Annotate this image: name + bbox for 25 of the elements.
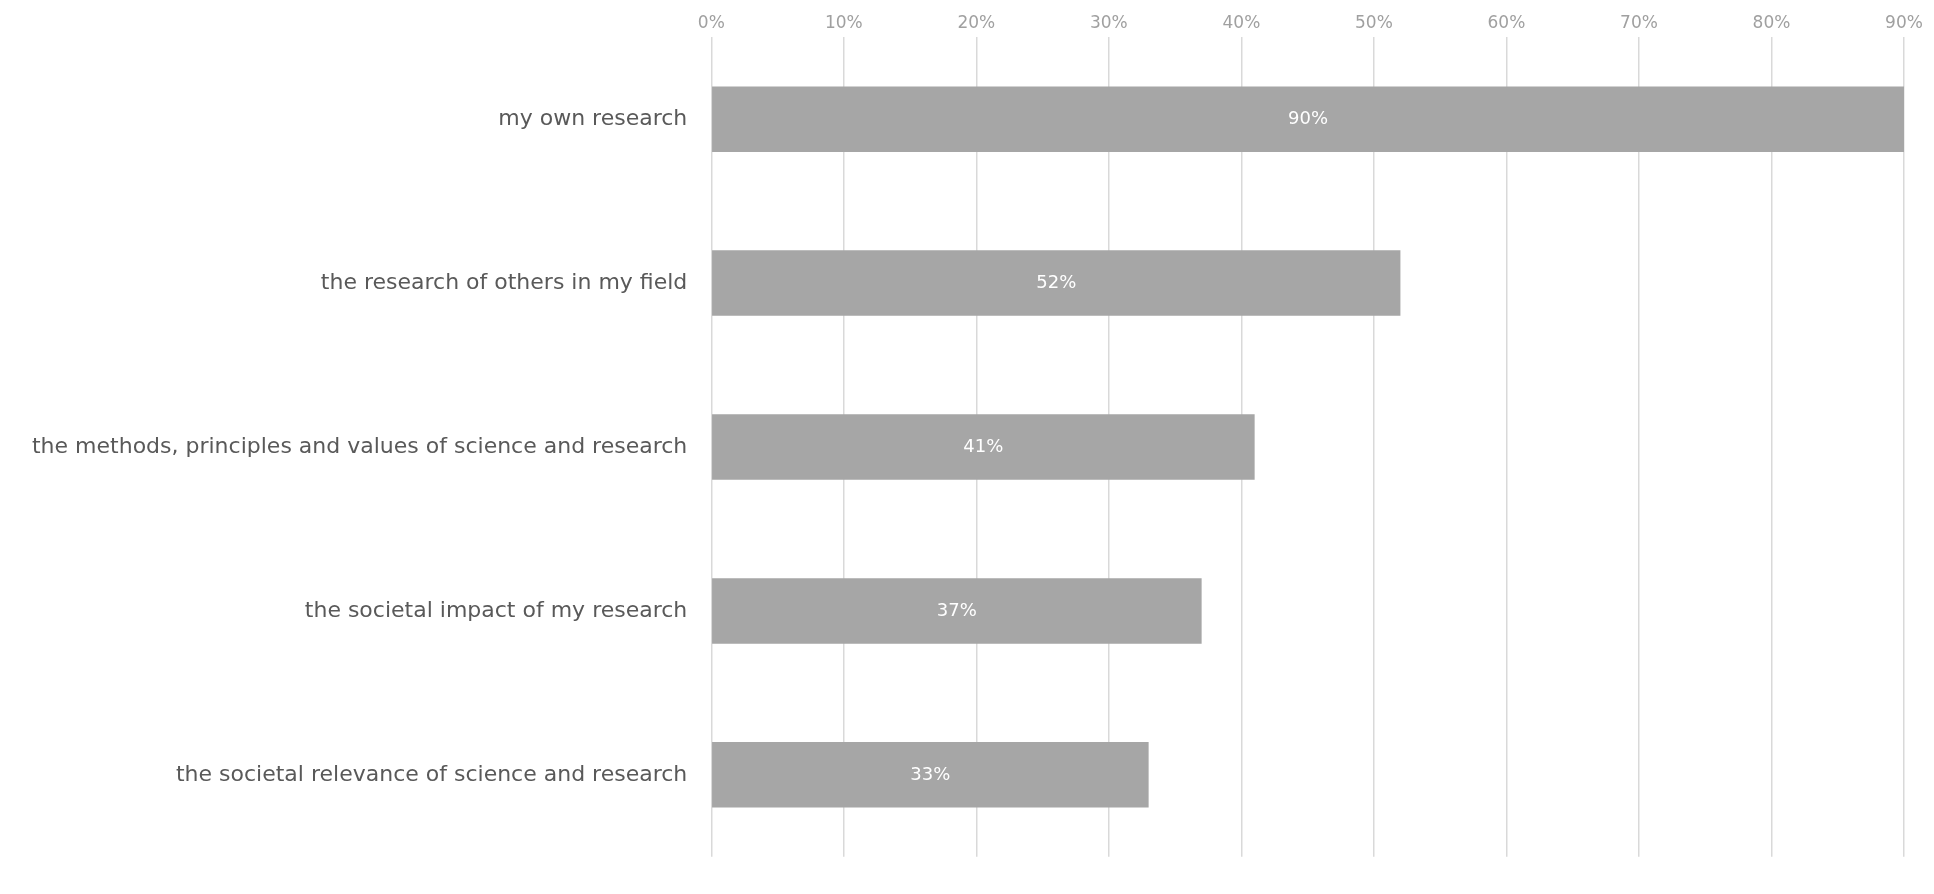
x-tick-label: 0% <box>697 12 725 33</box>
bar <box>712 578 1202 644</box>
x-tick-label: 40% <box>1222 12 1261 33</box>
bar <box>712 250 1401 316</box>
y-tick-label: the societal impact of my research <box>304 596 688 622</box>
x-tick-label: 70% <box>1620 12 1658 33</box>
y-tick-label: the research of others in my field <box>320 268 688 294</box>
x-tick-label: 90% <box>1885 12 1923 33</box>
y-tick-label: the methods, principles and values of science and research <box>31 432 688 458</box>
bar <box>712 86 1904 152</box>
x-tick-label: 60% <box>1487 12 1526 33</box>
x-tick-label: 20% <box>957 12 996 33</box>
y-tick-label: the societal relevance of science and research <box>175 760 688 786</box>
x-tick-label: 30% <box>1089 12 1128 33</box>
data-label: 90% <box>1288 106 1329 128</box>
y-tick-label: my own research <box>498 104 688 130</box>
x-tick-label: 50% <box>1355 12 1393 33</box>
data-label: 41% <box>963 434 1004 456</box>
bar <box>712 742 1149 808</box>
bar <box>712 414 1255 480</box>
x-tick-label: 10% <box>824 12 863 33</box>
x-tick-label: 80% <box>1752 12 1791 33</box>
data-label: 52% <box>1036 270 1077 292</box>
data-label: 33% <box>910 762 951 784</box>
data-label: 37% <box>936 598 977 620</box>
